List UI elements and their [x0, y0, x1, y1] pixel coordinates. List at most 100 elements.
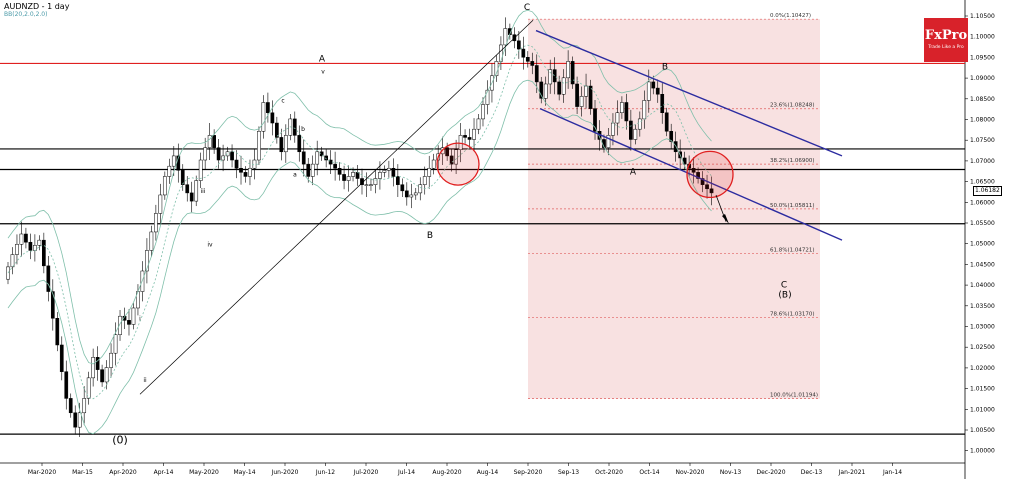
y-tick-label: 1.09000 [970, 75, 995, 82]
y-tick-label: 1.05000 [970, 241, 995, 248]
candle [485, 89, 490, 105]
candle [454, 149, 458, 165]
y-tick-label: 1.07500 [970, 137, 995, 144]
candle [283, 135, 288, 153]
candle [561, 77, 566, 95]
x-tick-label: Oct-2020 [595, 469, 623, 476]
wave-label: i [139, 315, 141, 322]
candle [404, 190, 409, 198]
candle [651, 81, 656, 89]
candle [624, 102, 629, 122]
candle [239, 167, 243, 173]
candle [198, 159, 203, 181]
x-tick-label: Jan-2021 [838, 469, 866, 476]
candle [579, 96, 584, 107]
candle [427, 167, 432, 177]
candle [73, 412, 78, 428]
candle [301, 151, 306, 165]
wave-label: a [293, 171, 297, 178]
candle [369, 184, 373, 186]
candle [606, 135, 611, 148]
wave-label: b [301, 126, 305, 133]
candle [180, 170, 185, 185]
candle [41, 239, 46, 267]
candle [77, 412, 82, 428]
candle [418, 184, 423, 194]
bb-upper [7, 9, 712, 365]
y-tick-label: 1.01500 [970, 386, 995, 393]
candle [391, 167, 396, 177]
bb-lower [7, 79, 712, 435]
candle [422, 176, 427, 185]
candle [50, 291, 55, 319]
highlight-circle [436, 142, 480, 186]
candle [145, 250, 149, 272]
wave-label: A [630, 167, 637, 177]
candle [395, 176, 400, 185]
candle [131, 307, 136, 325]
x-tick-label: Oct-14 [639, 469, 659, 476]
candle [261, 102, 266, 132]
candle [109, 352, 113, 368]
candle [409, 194, 414, 198]
x-tick-label: Dec-13 [801, 469, 823, 476]
candle [691, 167, 696, 173]
candle [660, 94, 665, 114]
candle [212, 135, 216, 148]
y-tick-label: 1.03000 [970, 324, 995, 331]
y-tick-label: 1.06000 [970, 199, 995, 206]
y-tick-label: 1.10500 [970, 13, 995, 20]
y-tick-label: 1.09500 [970, 54, 995, 61]
candle [252, 159, 257, 169]
x-tick-label: Jan-14 [882, 469, 902, 476]
candle [225, 151, 230, 157]
candle [516, 40, 521, 50]
candle [481, 104, 485, 120]
wave-label: ii [143, 377, 147, 384]
candle [19, 233, 24, 245]
candle [6, 266, 10, 280]
candle [266, 102, 270, 114]
fib-label: 78.6%(1.03170) [770, 311, 815, 317]
candle [467, 137, 472, 140]
candle [400, 184, 405, 192]
y-tick-label: 1.06500 [970, 179, 995, 186]
wave-label: c [281, 97, 284, 104]
candle [207, 135, 212, 148]
candle [655, 87, 660, 95]
candle [373, 178, 378, 185]
candle [149, 231, 154, 251]
candle [82, 398, 87, 414]
candle [673, 141, 678, 153]
wave-label: iii [200, 188, 205, 195]
candle [575, 83, 579, 107]
candle [557, 81, 562, 95]
x-tick-label: Mar-15 [72, 469, 93, 476]
projection-arrowhead [722, 214, 729, 224]
y-tick-label: 1.04500 [970, 261, 995, 268]
candle [171, 155, 176, 167]
candle [162, 176, 167, 196]
candle [534, 65, 539, 83]
y-tick-label: 1.01000 [970, 406, 995, 413]
y-tick-label: 1.05500 [970, 220, 995, 227]
fib-label: 100.0%(1.01194) [770, 393, 818, 399]
x-tick-label: Nov-2020 [676, 469, 705, 476]
candle [382, 170, 387, 173]
candle [342, 174, 346, 181]
wave-label: C [781, 280, 787, 290]
candle [167, 165, 172, 177]
candle [154, 213, 158, 233]
candle [463, 135, 467, 138]
candle [552, 69, 557, 83]
candle [664, 112, 669, 132]
candle [611, 122, 615, 136]
wave-label: B [662, 63, 668, 73]
candle [15, 244, 19, 255]
candle [620, 102, 624, 114]
x-tick-label: Sep-13 [558, 469, 579, 476]
candle [472, 128, 476, 140]
candle [55, 318, 60, 346]
fxpro-logo: FxPro Trade Like a Pro [924, 18, 968, 62]
fib-label: 38.2%(1.06900) [770, 158, 815, 164]
